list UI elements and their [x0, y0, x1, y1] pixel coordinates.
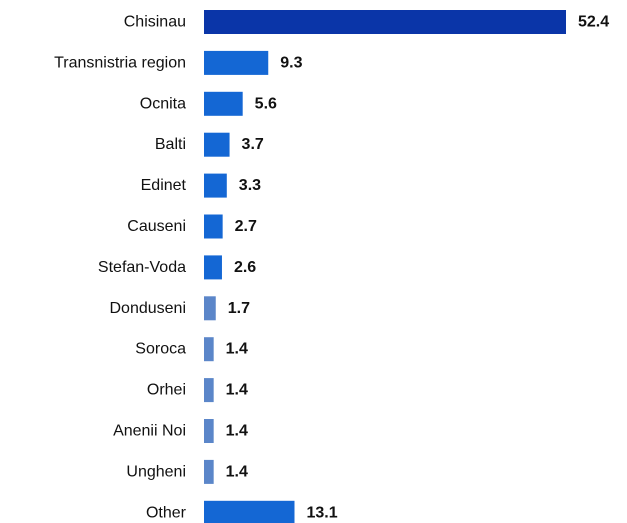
value-label: 52.4	[578, 14, 609, 31]
value-label: 5.6	[255, 95, 277, 112]
value-label: 13.1	[307, 504, 338, 521]
bar	[204, 214, 223, 239]
value-label: 1.4	[226, 382, 248, 399]
bar	[204, 419, 214, 443]
category-label: Balti	[155, 136, 186, 153]
bar	[204, 459, 214, 484]
bar	[204, 378, 214, 403]
category-label: Chisinau	[124, 14, 186, 31]
category-label: Edinet	[141, 177, 187, 194]
bar	[204, 50, 269, 75]
bar	[204, 91, 243, 116]
value-label: 9.3	[280, 54, 302, 71]
category-label: Stefan-Voda	[98, 259, 186, 276]
category-label: Ungheni	[126, 463, 186, 480]
bar	[204, 296, 216, 321]
bar	[204, 255, 222, 280]
category-label: Soroca	[135, 341, 186, 358]
value-label: 1.4	[226, 341, 248, 358]
category-label: Other	[146, 504, 187, 521]
value-label: 2.6	[234, 259, 256, 276]
category-label: Ocnita	[140, 95, 186, 112]
value-label: 3.7	[242, 136, 264, 153]
bar	[204, 10, 566, 34]
bar	[204, 173, 227, 198]
value-label: 1.4	[226, 463, 248, 480]
value-label: 1.4	[226, 423, 248, 440]
category-label: Transnistria region	[54, 54, 186, 71]
category-label: Orhei	[147, 382, 186, 399]
bar	[204, 500, 295, 523]
value-label: 3.3	[239, 177, 261, 194]
category-label: Causeni	[127, 218, 186, 235]
value-label: 1.7	[228, 300, 250, 317]
bar	[204, 132, 230, 157]
category-label: Donduseni	[110, 300, 187, 317]
bar	[204, 337, 214, 362]
category-label: Anenii Noi	[113, 423, 186, 440]
value-label: 2.7	[235, 218, 257, 235]
